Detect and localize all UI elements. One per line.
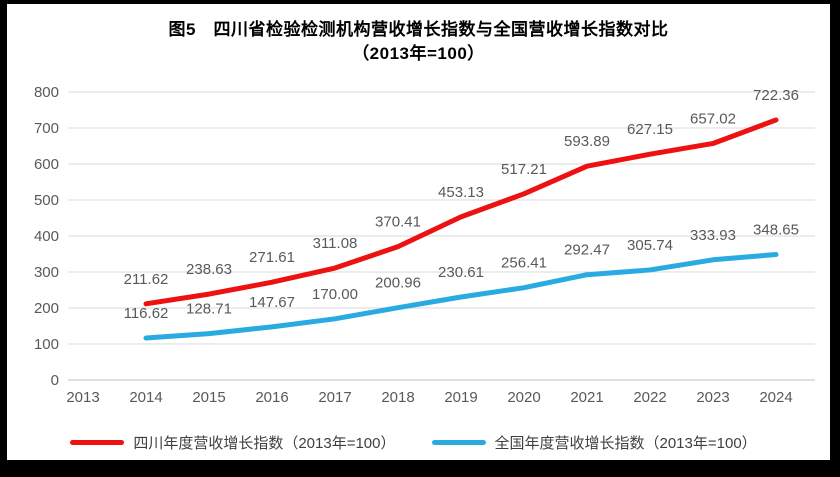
legend-label-national: 全国年度营收增长指数（2013年=100） [494, 434, 757, 452]
chart-panel: 图5 四川省检验检测机构营收增长指数与全国营收增长指数对比 （2013年=100… [7, 4, 830, 460]
legend-item-sichuan: 四川年度营收增长指数（2013年=100） [70, 432, 396, 453]
legend-label-sichuan: 四川年度营收增长指数（2013年=100） [133, 434, 396, 452]
chart-title-line1: 图5 四川省检验检测机构营收增长指数与全国营收增长指数对比 [168, 20, 669, 39]
chart-title-line2: （2013年=100） [352, 44, 485, 63]
chart-title: 图5 四川省检验检测机构营收增长指数与全国营收增长指数对比 （2013年=100… [7, 18, 830, 66]
chart-legend: 四川年度营收增长指数（2013年=100） 全国年度营收增长指数（2013年=1… [7, 431, 820, 453]
legend-swatch-national [431, 439, 486, 445]
legend-swatch-sichuan [70, 439, 125, 445]
legend-item-national: 全国年度营收增长指数（2013年=100） [431, 432, 757, 453]
